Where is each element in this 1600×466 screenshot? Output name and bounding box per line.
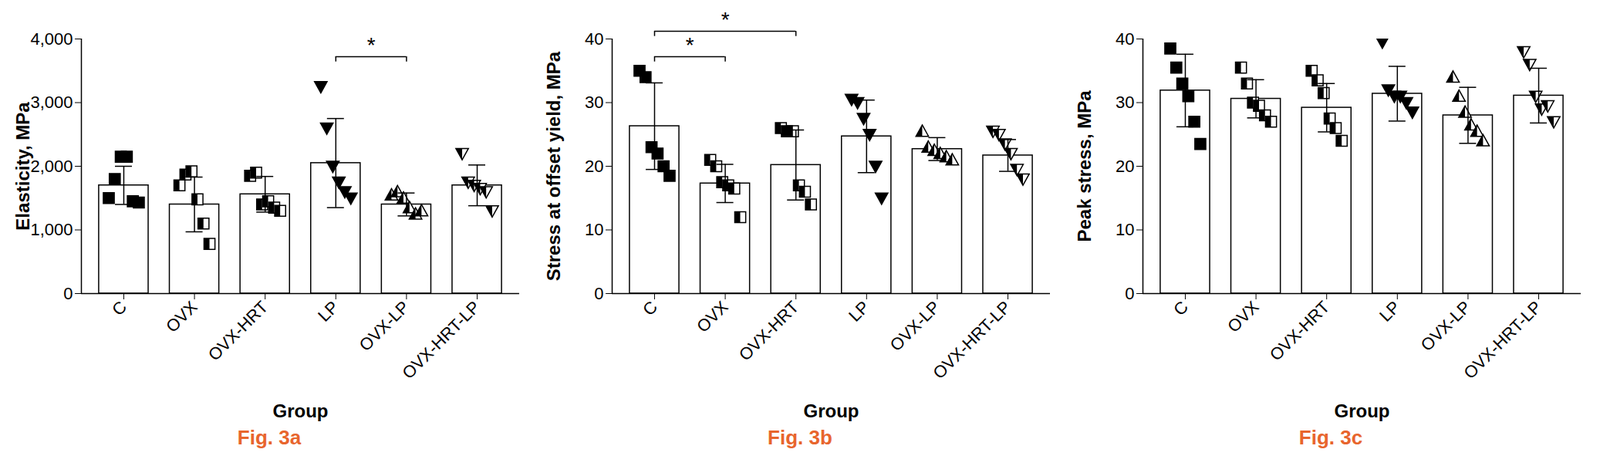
svg-text:OVX-HRT: OVX-HRT [735, 297, 803, 365]
svg-text:40: 40 [584, 29, 604, 49]
svg-text:*: * [367, 33, 376, 58]
svg-text:1,000: 1,000 [30, 219, 73, 240]
svg-text:*: * [721, 7, 730, 32]
svg-text:0: 0 [594, 283, 604, 304]
svg-text:40: 40 [1115, 29, 1135, 49]
svg-text:0: 0 [63, 283, 73, 304]
svg-text:20: 20 [1115, 156, 1135, 176]
svg-text:10: 10 [584, 219, 604, 240]
svg-text:Elasticity, MPa: Elasticity, MPa [12, 101, 34, 231]
svg-text:C: C [1169, 297, 1192, 320]
svg-text:OVX-HRT: OVX-HRT [204, 297, 272, 365]
svg-text:*: * [685, 33, 695, 58]
svg-text:C: C [108, 297, 131, 320]
svg-text:OVX: OVX [162, 297, 202, 337]
html-text:Fig. 3a: Fig. 3a [237, 425, 302, 449]
svg-text:OVX-LP: OVX-LP [1417, 297, 1476, 355]
svg-text:OVX-LP: OVX-LP [886, 297, 945, 355]
svg-text:OVX: OVX [1223, 297, 1263, 337]
svg-text:LP: LP [844, 297, 874, 326]
svg-text:Group: Group [273, 400, 329, 422]
html-text:Fig. 3b: Fig. 3b [767, 425, 833, 449]
html-text:Fig. 3c: Fig. 3c [1298, 425, 1363, 449]
svg-text:OVX-HRT: OVX-HRT [1265, 297, 1334, 365]
svg-text:Group: Group [803, 400, 860, 422]
svg-text:3,000: 3,000 [30, 92, 73, 112]
svg-text:4,000: 4,000 [30, 29, 73, 49]
svg-text:OVX-LP: OVX-LP [355, 297, 414, 355]
svg-text:30: 30 [1115, 92, 1135, 112]
svg-text:Peak stress, MPa: Peak stress, MPa [1073, 90, 1095, 243]
svg-text:Group: Group [1334, 400, 1391, 422]
svg-text:C: C [638, 297, 662, 320]
svg-text:OVX: OVX [692, 297, 733, 337]
svg-text:10: 10 [1115, 219, 1135, 240]
svg-text:OVX-HRT-LP: OVX-HRT-LP [928, 297, 1015, 383]
svg-text:Stress at offset yield, MPa: Stress at offset yield, MPa [543, 50, 564, 281]
svg-text:20: 20 [584, 156, 604, 176]
svg-text:LP: LP [1375, 297, 1405, 326]
svg-text:2,000: 2,000 [30, 156, 73, 176]
svg-text:0: 0 [1124, 283, 1135, 304]
svg-text:OVX-HRT-LP: OVX-HRT-LP [1459, 297, 1546, 383]
svg-text:LP: LP [313, 297, 343, 326]
svg-text:OVX-HRT-LP: OVX-HRT-LP [398, 297, 484, 383]
svg-text:30: 30 [584, 92, 604, 112]
